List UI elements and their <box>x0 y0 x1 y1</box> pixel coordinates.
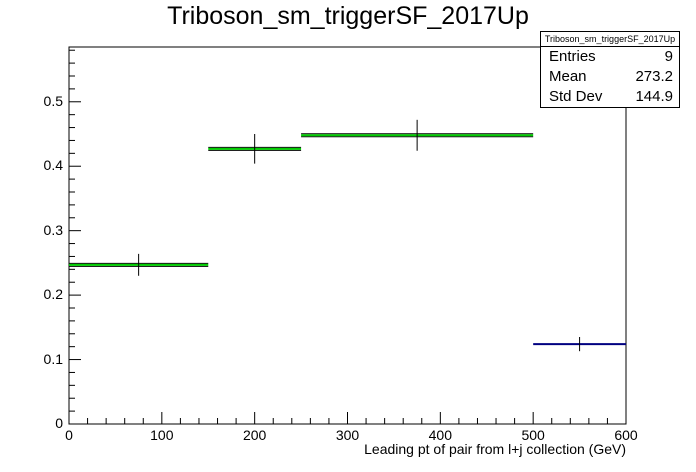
stats-entries-value: 9 <box>664 48 673 65</box>
chart-title: Triboson_sm_triggerSF_2017Up <box>167 2 529 30</box>
y-tick-label: 0.1 <box>43 350 63 367</box>
y-tick-label: 0.3 <box>43 221 63 238</box>
stats-row-entries: Entries 9 <box>541 47 679 67</box>
y-tick-label: 0.4 <box>43 157 63 174</box>
x-tick-label: 600 <box>614 427 638 443</box>
x-tick-label: 300 <box>335 427 360 443</box>
y-tick-label: 0.2 <box>43 286 63 303</box>
stats-box: Triboson_sm_triggerSF_2017Up Entries 9 M… <box>540 31 680 108</box>
stats-box-title: Triboson_sm_triggerSF_2017Up <box>541 32 679 47</box>
y-tick-label: 0.5 <box>43 92 63 109</box>
stats-stddev-label: Std Dev <box>549 88 603 105</box>
stats-stddev-value: 144.9 <box>635 88 673 105</box>
stats-mean-value: 273.2 <box>635 68 673 85</box>
x-tick-label: 500 <box>521 427 545 443</box>
stats-row-mean: Mean 273.2 <box>541 67 679 87</box>
stats-row-stddev: Std Dev 144.9 <box>541 87 679 107</box>
x-tick-label: 200 <box>242 427 267 443</box>
x-tick-label: 400 <box>428 427 452 443</box>
x-tick-label: 100 <box>150 427 174 443</box>
x-tick-label: 0 <box>65 427 73 443</box>
stats-mean-label: Mean <box>549 68 587 85</box>
stats-entries-label: Entries <box>549 48 596 65</box>
y-tick-label: 0 <box>55 415 63 431</box>
x-axis-label: Leading pt of pair from l+j collection (… <box>364 441 626 457</box>
